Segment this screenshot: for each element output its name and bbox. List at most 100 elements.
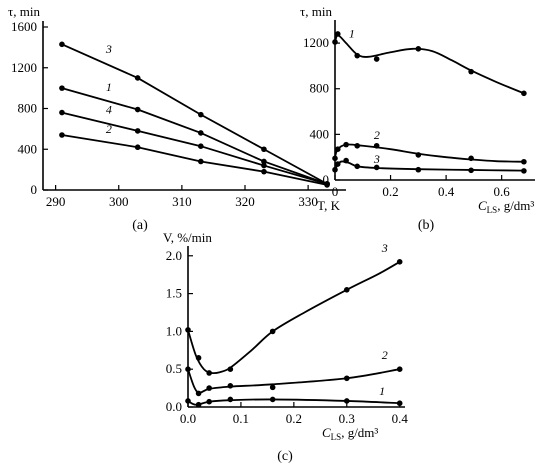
x-tick-label: 0.6 [494,184,511,199]
y-tick-label: 400 [18,141,38,156]
data-point [396,259,403,265]
data-point [415,46,422,52]
data-point [269,396,276,403]
y-tick-label: 400 [310,126,330,141]
series-label-3: 3 [381,241,388,255]
series-label-2: 2 [374,128,380,142]
data-point [521,90,527,97]
series-line-1 [334,34,525,95]
x-tick-label: 310 [172,194,192,209]
y-axis-label: τ, min [8,4,40,19]
data-point [261,162,267,169]
data-point [59,109,65,116]
x-tick-label: 320 [235,194,255,209]
data-point [332,155,338,162]
data-point [134,128,141,134]
y-tick-label: 1.5 [166,286,182,301]
x-tick-label: 290 [46,194,66,209]
data-point [415,166,422,173]
data-point [468,167,474,174]
data-point [198,143,204,149]
data-point [415,152,422,158]
data-point [521,158,527,165]
data-point [195,390,202,397]
data-point [134,106,141,113]
data-point [185,398,191,404]
series-line-3 [61,43,328,185]
data-point [343,375,350,382]
data-point [354,52,361,59]
data-point [343,157,349,164]
chart-panel-b: 0 0.2 0.4 0.6 0 400 800 1200 τ, min CLS, g/dm³ (b)… [300,4,535,233]
y-tick-label: 1200 [303,35,329,50]
series-label-2: 2 [382,348,388,362]
y-tick-label: 0.0 [166,399,182,414]
y-tick-label: 1.0 [166,323,182,338]
panel-label: (b) [418,218,435,233]
data-point [373,142,380,149]
series-line-3 [334,160,524,172]
data-point [206,398,212,405]
data-point [396,366,403,372]
data-point [468,68,474,75]
y-tick-label: 1200 [11,60,37,75]
data-point [227,396,234,403]
y-axis-label: V, %/min [163,230,212,245]
data-point [198,111,204,118]
data-point [185,366,191,372]
data-point [332,39,338,45]
x-axis-label: T, K [317,198,340,213]
data-point [59,85,65,91]
series-line-2 [334,143,524,163]
data-point [334,31,341,37]
series-label-3: 3 [373,152,380,166]
data-point [334,161,341,167]
data-point [354,142,361,149]
series-label-2: 2 [106,122,112,136]
data-point [343,398,350,404]
series-line-2 [187,368,400,394]
data-point [343,141,349,148]
data-point [521,168,527,174]
data-point [261,168,267,175]
series-line-4 [61,111,328,185]
x-tick-label: 0.2 [286,411,302,426]
data-point [59,41,65,48]
y-tick-label: 800 [18,101,38,116]
data-point [373,164,380,171]
data-point [227,383,234,389]
series-label-3: 3 [105,42,112,56]
data-point [134,75,141,81]
data-point [324,182,330,188]
y-tick-label: 2.0 [166,248,182,263]
data-point [195,355,202,361]
x-tick-label: 0.3 [339,411,355,426]
series-label-1: 1 [379,384,385,398]
data-point [334,146,341,152]
data-point [206,385,212,391]
x-tick-label: 0.4 [392,411,409,426]
y-tick-label: 0 [31,182,38,197]
data-point [198,130,204,136]
series-label-4: 4 [106,103,112,117]
y-axis-label: τ, min [300,4,332,19]
x-tick-label: 0 [332,184,339,199]
x-tick-label: 300 [109,194,129,209]
series-label-1: 1 [349,27,355,41]
data-point [185,327,191,333]
data-point [332,166,338,173]
data-point [261,146,267,153]
data-point [198,158,204,165]
data-point [468,155,474,162]
x-axis-label: CLS, g/dm³ [322,425,378,442]
chart-panel-c: 0.0 0.1 0.2 0.3 0.4 0.0 0.5 1.0 1.5 2.0 V, %/min CL… [163,230,408,464]
series-line-3 [187,261,401,375]
series-line-1 [61,87,328,185]
panel-label: (c) [277,449,293,464]
data-point [269,384,276,391]
data-point [354,163,361,170]
y-tick-label: 0.5 [166,361,182,376]
x-tick-label: 0.0 [180,411,196,426]
